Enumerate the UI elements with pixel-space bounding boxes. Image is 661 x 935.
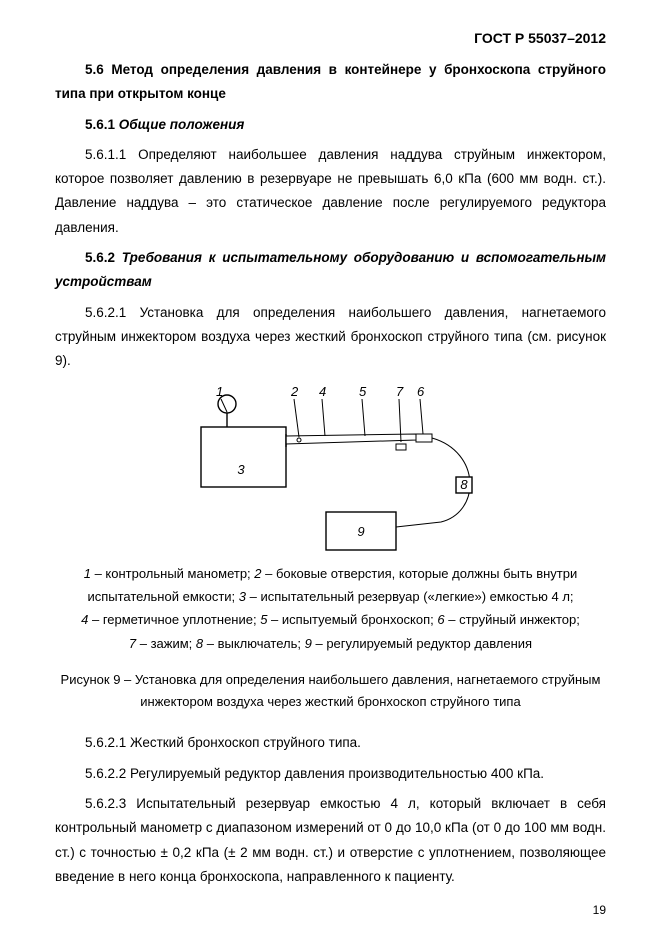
svg-text:8: 8 — [460, 477, 468, 492]
paragraph-5-6-2-1b: 5.6.2.1 Жесткий бронхоскоп струйного тип… — [55, 731, 606, 755]
section-5-6-2-title: Требования к испытательному оборудованию… — [55, 250, 606, 289]
figure-9: 8 9 3 1 2 4 5 76 — [55, 382, 606, 552]
svg-text:9: 9 — [357, 524, 364, 539]
document-code: ГОСТ Р 55037–2012 — [55, 30, 606, 46]
figure-9-legend: 1 – контрольный манометр; 2 – боковые от… — [55, 562, 606, 656]
svg-text:3: 3 — [237, 462, 245, 477]
paragraph-5-6-2-3: 5.6.2.3 Испытательный резервуар емкостью… — [55, 792, 606, 889]
legend-1-text: – контрольный манометр; — [91, 566, 254, 581]
svg-text:5: 5 — [359, 384, 367, 399]
legend-1-num: 1 — [84, 566, 91, 581]
legend-2-num: 2 — [254, 566, 261, 581]
paragraph-5-6-2-1: 5.6.2.1 Установка для определения наибол… — [55, 301, 606, 374]
legend-5-text: – испытуемый бронхоскоп; — [267, 612, 437, 627]
page: ГОСТ Р 55037–2012 5.6 Метод определения … — [0, 0, 661, 935]
page-number: 19 — [593, 903, 606, 917]
svg-text:4: 4 — [319, 384, 326, 399]
paragraph-5-6-2-2: 5.6.2.2 Регулируемый редуктор давления п… — [55, 762, 606, 786]
legend-3-num: 3 — [239, 589, 246, 604]
legend-7-text: – зажим; — [136, 636, 196, 651]
legend-3-text: – испытательный резервуар («легкие») емк… — [246, 589, 574, 604]
figure-9-svg: 8 9 3 1 2 4 5 76 — [181, 382, 481, 552]
section-5-6-title: 5.6 Метод определения давления в контейн… — [55, 58, 606, 107]
svg-text:2: 2 — [290, 384, 299, 399]
section-5-6-2-num: 5.6.2 — [85, 250, 122, 265]
svg-text:1: 1 — [216, 384, 223, 399]
legend-6-num: 6 — [437, 612, 444, 627]
section-5-6-1-num: 5.6.1 — [85, 117, 119, 132]
paragraph-5-6-1-1: 5.6.1.1 Определяют наибольшее давления н… — [55, 143, 606, 240]
section-5-6-1-title: Общие положения — [119, 117, 245, 132]
legend-9-text: – регулируемый редуктор давления — [312, 636, 532, 651]
section-5-6-2-heading: 5.6.2 Требования к испытательному оборуд… — [55, 246, 606, 295]
legend-8-text: – выключатель; — [203, 636, 305, 651]
legend-4-text: – герметичное уплотнение; — [88, 612, 260, 627]
figure-9-caption: Рисунок 9 – Установка для определения на… — [55, 669, 606, 713]
svg-text:7: 7 — [396, 384, 404, 399]
legend-6-text: – струйный инжектор; — [445, 612, 580, 627]
svg-text:6: 6 — [417, 384, 425, 399]
section-5-6-1-heading: 5.6.1 Общие положения — [55, 113, 606, 137]
legend-9-num: 9 — [305, 636, 312, 651]
